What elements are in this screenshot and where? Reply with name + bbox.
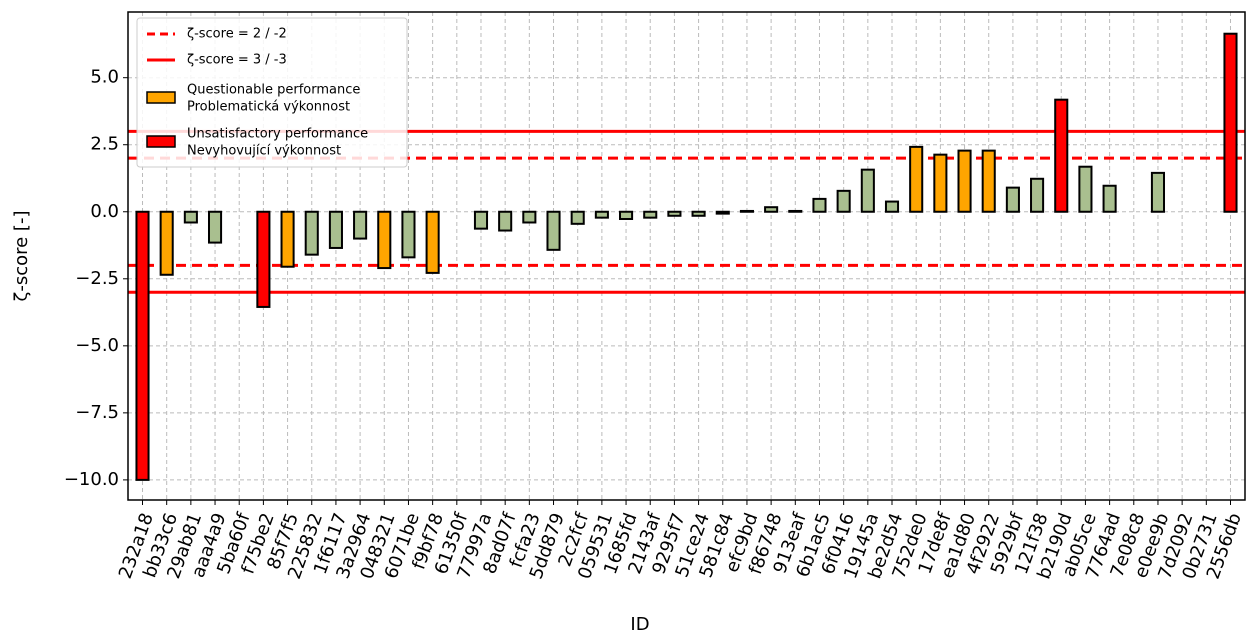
bar <box>546 210 561 251</box>
bar <box>280 210 295 268</box>
y-tick-label: 0.0 <box>90 201 119 222</box>
legend-label: Unsatisfactory performance <box>187 127 368 142</box>
bar <box>304 210 319 256</box>
bar <box>691 210 706 217</box>
y-tick-label: 2.5 <box>90 134 119 155</box>
bar <box>836 189 851 213</box>
bar <box>570 210 585 225</box>
bar <box>812 197 827 213</box>
bar <box>715 210 730 215</box>
bar <box>788 209 803 213</box>
plot-frame <box>127 11 1246 501</box>
bar <box>256 210 271 308</box>
legend-box <box>136 17 408 168</box>
y-tick-label: 5.0 <box>90 67 119 88</box>
bar <box>159 210 174 276</box>
bar <box>207 210 223 244</box>
bar <box>353 210 368 240</box>
bar <box>1054 98 1069 213</box>
y-tick-label: −2.5 <box>75 268 119 289</box>
legend-label: ζ-score = 2 / -2 <box>187 27 287 42</box>
bar <box>643 210 658 219</box>
bar <box>884 200 900 213</box>
bar <box>739 209 754 213</box>
legend-patch <box>146 135 176 148</box>
bar <box>328 210 343 249</box>
bar <box>377 210 392 270</box>
bar <box>522 210 537 224</box>
legend-label: Problematická výkonnost <box>187 100 350 115</box>
bar <box>764 206 779 213</box>
bar <box>1102 184 1117 213</box>
bar <box>860 168 875 213</box>
bar <box>498 210 513 232</box>
x-axis-label: ID <box>630 614 649 635</box>
bar <box>135 210 150 481</box>
bar <box>909 145 924 213</box>
bar <box>1223 32 1238 213</box>
bar <box>957 149 972 213</box>
legend-label: ζ-score = 3 / -3 <box>187 53 287 68</box>
bar <box>933 153 948 213</box>
y-tick-label: −7.5 <box>75 402 119 423</box>
bar <box>594 210 609 219</box>
bar <box>667 210 682 217</box>
bar <box>981 149 996 213</box>
bar <box>183 210 198 224</box>
legend-label: Questionable performance <box>187 83 360 98</box>
bar <box>1078 165 1093 213</box>
bar <box>619 210 634 220</box>
legend-label: Nevyhovující výkonnost <box>187 144 341 159</box>
bar <box>1030 177 1045 213</box>
bar <box>1150 171 1166 213</box>
bar <box>425 210 440 274</box>
y-axis-label: ζ-score [-] <box>11 211 32 302</box>
bar <box>401 210 416 259</box>
bar <box>1005 186 1020 213</box>
legend-patch <box>146 91 176 104</box>
y-tick-label: −5.0 <box>75 335 119 356</box>
bar <box>473 210 489 230</box>
y-tick-label: −10.0 <box>64 469 119 490</box>
